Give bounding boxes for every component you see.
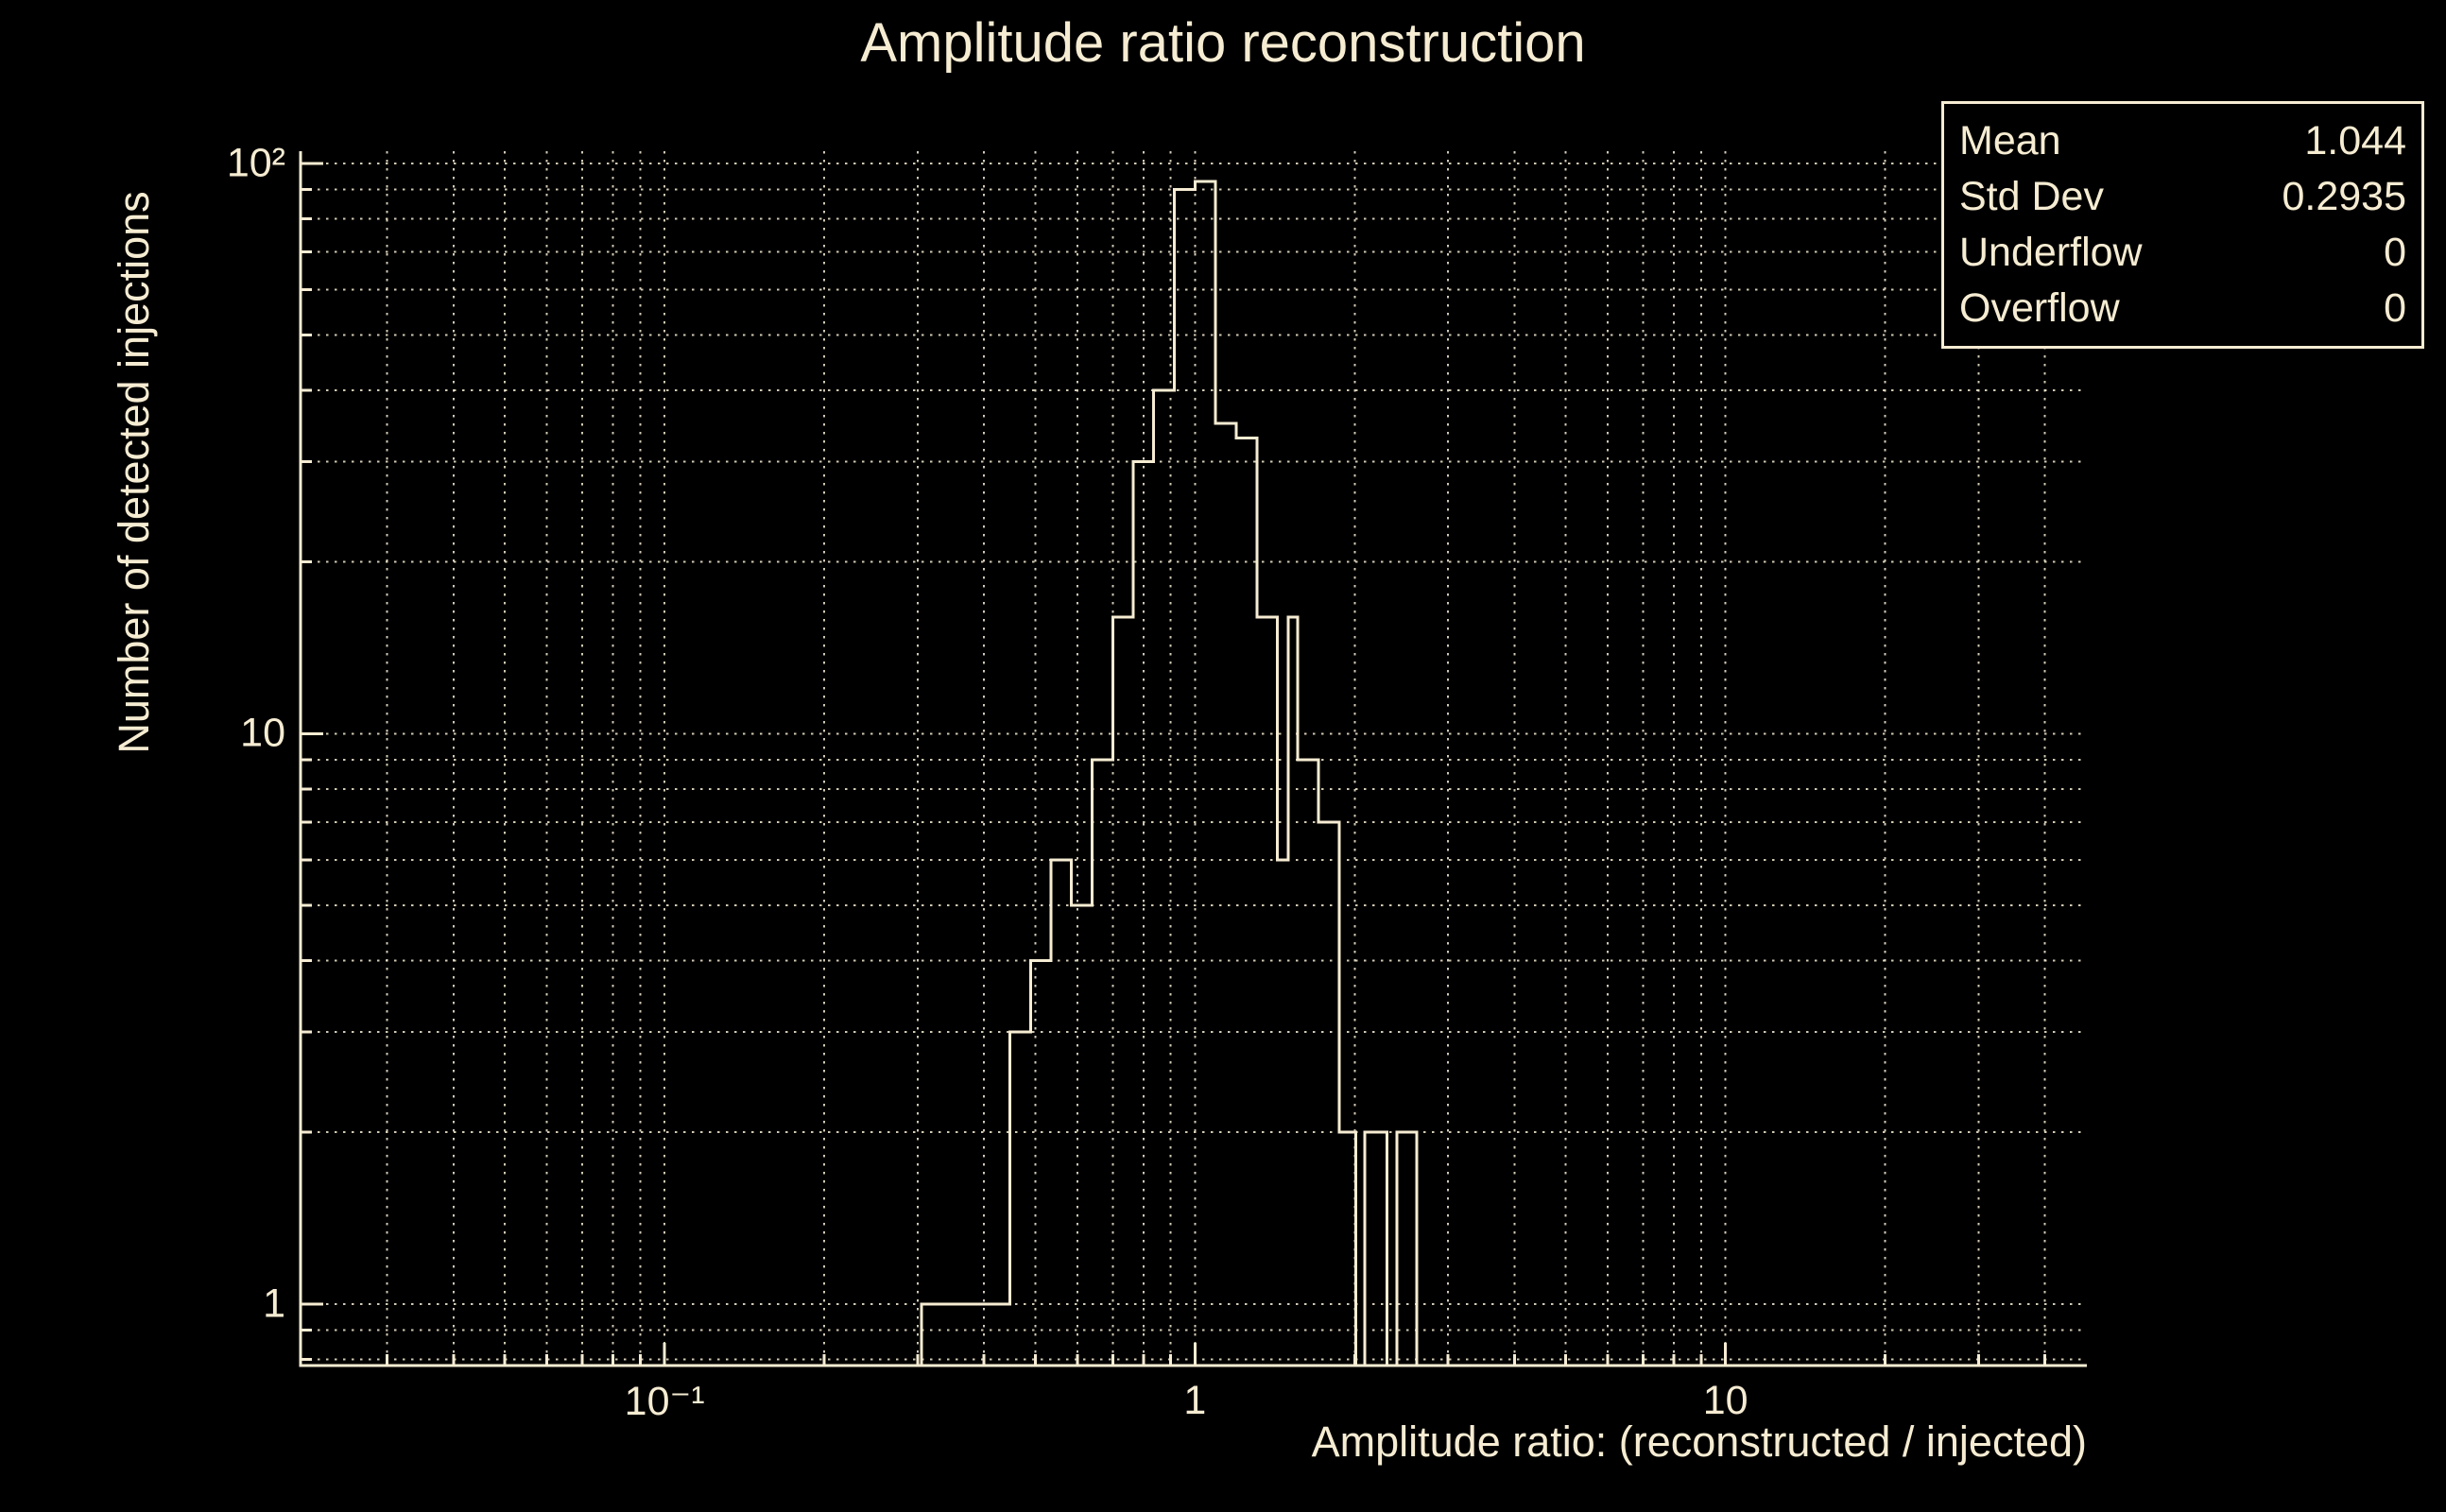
x-tick-label: 1: [1183, 1378, 1207, 1423]
stats-row-mean: Mean 1.044: [1944, 113, 2421, 169]
grid-lines: [301, 151, 2087, 1366]
stat-value: 0: [2384, 230, 2406, 275]
x-tick-label: 10: [1702, 1378, 1748, 1423]
y-tick-label: 1: [263, 1280, 285, 1327]
x-axis-title: Amplitude ratio: (reconstructed / inject…: [1311, 1418, 2087, 1466]
histogram-line: [920, 180, 1419, 1367]
y-tick-label: 10: [240, 710, 285, 756]
stats-row-underflow: Underflow 0: [1944, 225, 2421, 281]
stat-value: 1.044: [2304, 118, 2406, 163]
stat-label: Overflow: [1959, 285, 2120, 331]
stat-value: 0.2935: [2282, 174, 2406, 219]
axis-frame: [299, 151, 2087, 1367]
stat-label: Mean: [1959, 118, 2061, 163]
y-tick-label: 10²: [226, 140, 285, 186]
stats-box: Mean 1.044 Std Dev 0.2935 Underflow 0 Ov…: [1941, 101, 2424, 349]
chart-title: Amplitude ratio reconstruction: [860, 12, 1586, 74]
x-tick-label: 10⁻¹: [624, 1379, 705, 1424]
stats-row-overflow: Overflow 0: [1944, 281, 2421, 336]
stat-value: 0: [2384, 285, 2406, 331]
stat-label: Std Dev: [1959, 174, 2104, 219]
stat-label: Underflow: [1959, 230, 2143, 275]
axis-ticks: [301, 162, 2047, 1366]
stats-row-stddev: Std Dev 0.2935: [1944, 169, 2421, 225]
